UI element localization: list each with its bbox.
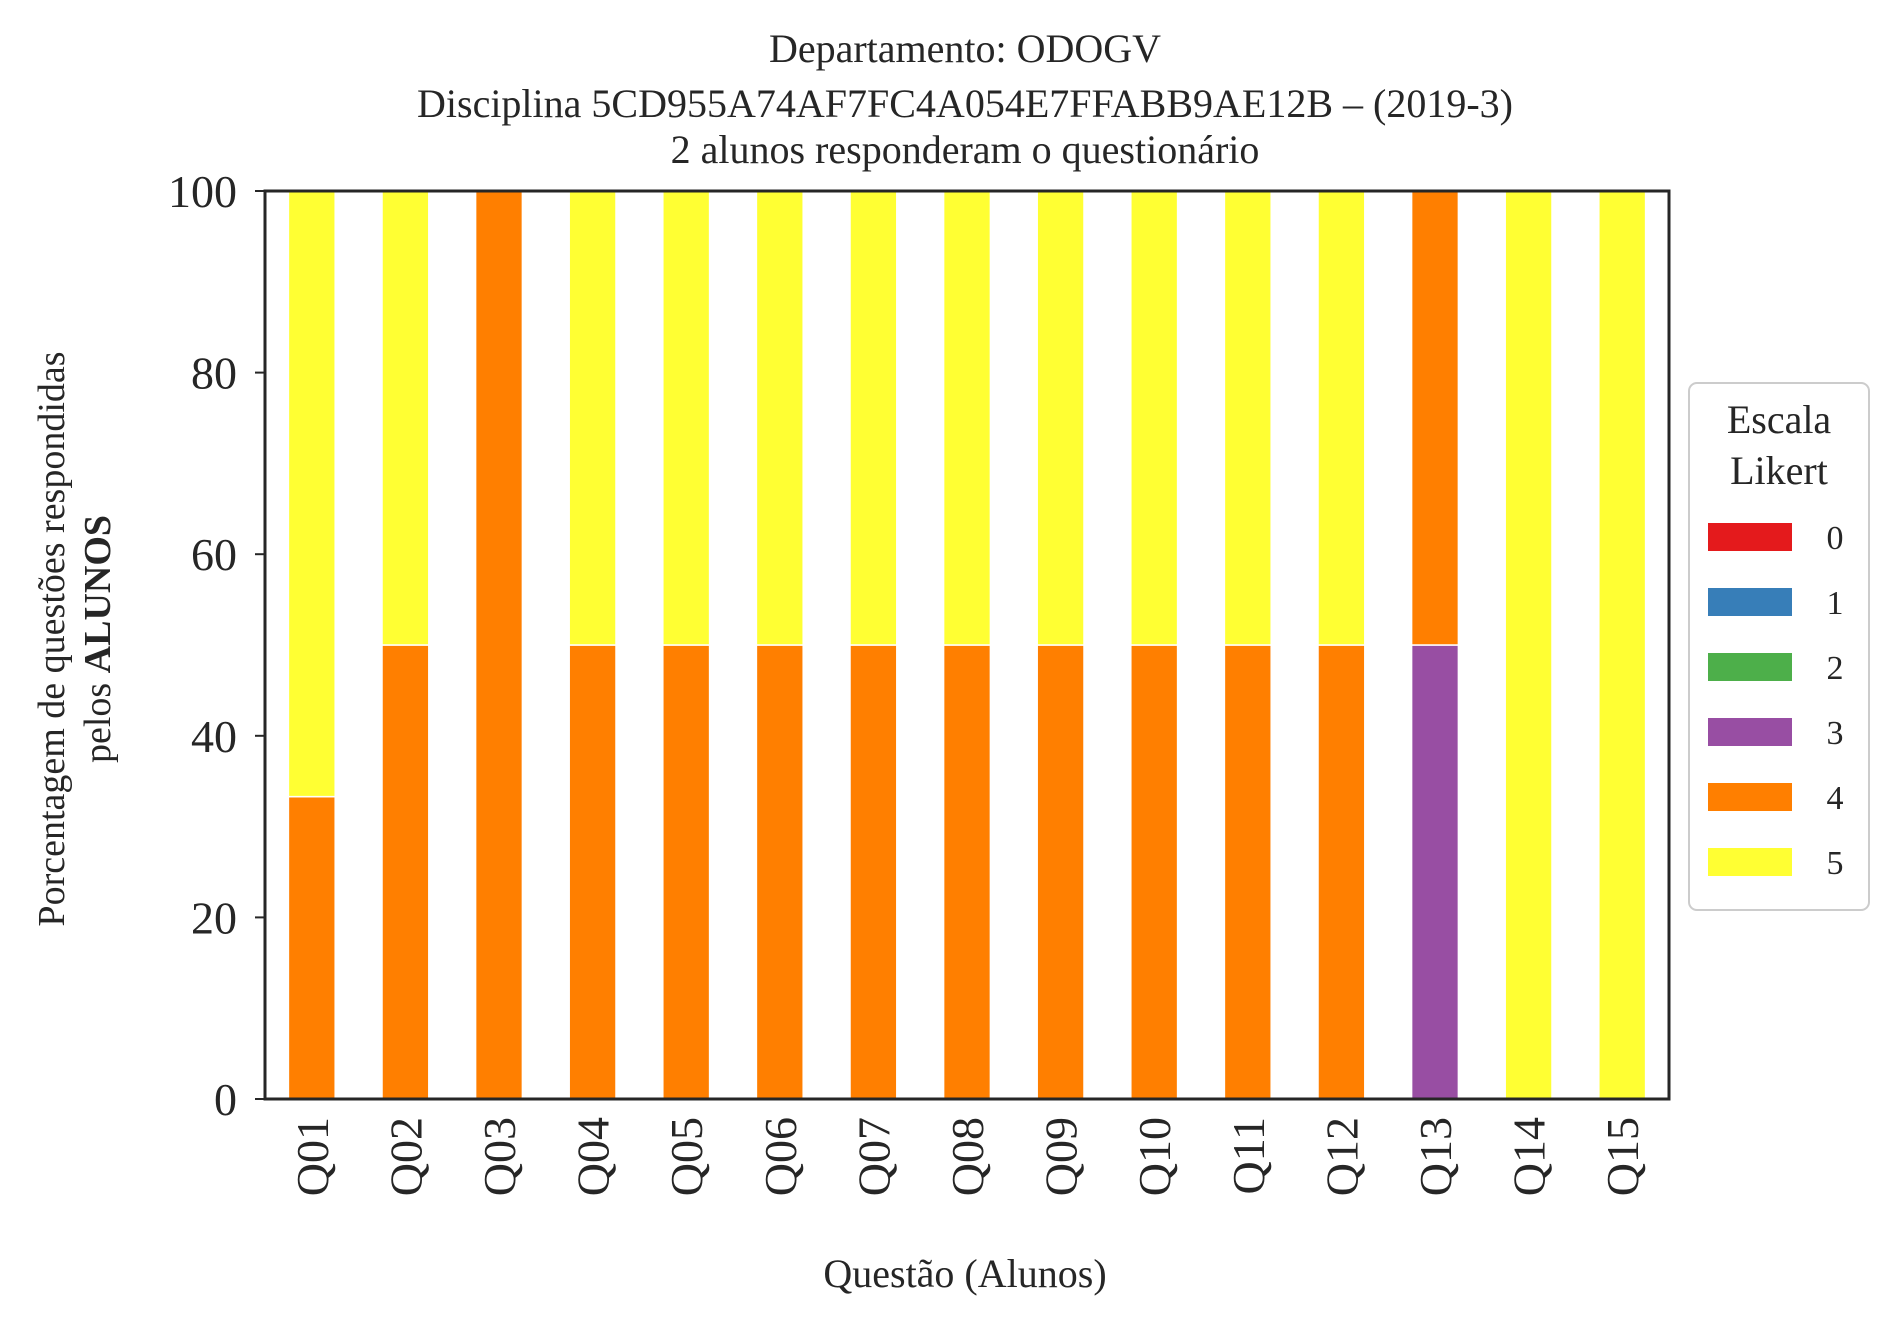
bar-q15-likert-5 [1598,190,1647,1100]
bar-q05-likert-5 [662,190,711,646]
legend-swatch-5 [1708,848,1792,876]
bar-q09-likert-5 [1036,190,1085,646]
bar-q06-likert-5 [755,190,804,646]
bar-q08-likert-4 [942,644,992,1100]
bar-q14-likert-5 [1504,190,1553,1100]
bar-q12-likert-5 [1317,190,1366,646]
legend-swatch-2 [1708,653,1792,681]
bar-q07-likert-4 [849,644,898,1100]
legend-label-5: 5 [1827,845,1844,882]
legend-box [1688,382,1870,911]
legend: Escala Likert 0 1 2 3 4 5 [1688,382,1870,911]
bar-q10-likert-5 [1130,190,1179,646]
chart-title-line-1: Departamento: ODOGV [769,26,1161,71]
x-tick-label-q06: Q06 [755,1117,806,1196]
bar-q11-likert-4 [1223,644,1272,1100]
legend-swatch-4 [1708,783,1792,811]
bar-q10-likert-4 [1130,644,1179,1100]
x-tick-label-q02: Q02 [380,1117,431,1196]
x-tick-label-q04: Q04 [568,1117,619,1196]
x-tick-label-q01: Q01 [287,1117,338,1196]
y-axis-label-prefix: pelos [77,673,119,763]
bar-q01-likert-5 [287,190,336,798]
bar-q13-likert-3 [1410,644,1460,1100]
legend-label-0: 0 [1827,520,1844,557]
legend-label-3: 3 [1827,715,1844,752]
x-tick-label-q14: Q14 [1504,1117,1555,1196]
bar-q05-likert-4 [662,644,711,1100]
y-tick-label: 80 [191,348,237,399]
bars-group [287,190,1647,1100]
bar-q02-likert-4 [381,644,430,1100]
legend-swatch-0 [1708,523,1792,551]
y-tick-label: 20 [191,892,237,943]
y-axis-label-bold: ALUNOS [77,515,119,673]
bar-q12-likert-4 [1317,644,1366,1100]
x-tick-label-q09: Q09 [1036,1117,1087,1196]
y-axis-label-line-2: pelos ALUNOS [77,515,119,763]
x-axis-label: Questão (Alunos) [823,1251,1106,1296]
x-tick-label-q10: Q10 [1129,1117,1180,1196]
legend-label-4: 4 [1827,780,1844,817]
y-axis-label-line-1: Porcentagem de questões respondidas [31,351,73,926]
y-tick-label: 0 [214,1074,237,1125]
y-tick-label: 100 [168,166,237,217]
legend-swatch-1 [1708,588,1792,616]
bar-q01-likert-4 [287,795,336,1100]
bar-q09-likert-4 [1036,644,1085,1100]
bar-q04-likert-4 [568,644,617,1100]
legend-title-line-2: Likert [1730,448,1828,493]
bar-q04-likert-5 [568,190,617,646]
x-tick-label-q05: Q05 [661,1117,712,1196]
bar-q07-likert-5 [849,190,898,646]
x-tick-label-q15: Q15 [1597,1117,1648,1196]
y-tick-label: 60 [191,529,237,580]
x-tick-label-q12: Q12 [1316,1117,1367,1196]
x-tick-label-q03: Q03 [474,1117,525,1196]
bar-q06-likert-4 [755,644,804,1100]
legend-swatch-3 [1708,718,1792,746]
x-tick-label-q08: Q08 [942,1117,993,1196]
y-axis-label: Porcentagem de questões respondidas pelo… [31,351,119,926]
chart-title-line-3: 2 alunos responderam o questionário [671,127,1260,172]
x-tick-label-q13: Q13 [1410,1117,1461,1196]
chart-title-line-2: Disciplina 5CD955A74AF7FC4A054E7FFABB9AE… [417,81,1513,126]
x-tick-label-q11: Q11 [1223,1117,1274,1195]
legend-title-line-1: Escala [1727,397,1832,442]
y-ticks-group: 0 20 40 60 80 100 [168,166,265,1125]
bar-q13-likert-4 [1410,190,1460,646]
legend-items: 0 1 2 3 4 5 [1708,520,1844,882]
legend-label-2: 2 [1827,650,1844,687]
bar-q02-likert-5 [381,190,430,646]
bar-q08-likert-5 [942,190,992,646]
x-tick-label-q07: Q07 [848,1117,899,1196]
plot-frame [263,189,1671,1101]
legend-label-1: 1 [1827,585,1844,622]
bar-q03-likert-4 [474,190,524,1100]
bar-q11-likert-5 [1223,190,1272,646]
x-ticks-group: Q01 Q02 Q03 Q04 Q05 Q06 Q07 Q08 Q09 Q10 Q11 Q12 Q13 Q… [287,1117,1648,1196]
y-tick-label: 40 [191,711,237,762]
